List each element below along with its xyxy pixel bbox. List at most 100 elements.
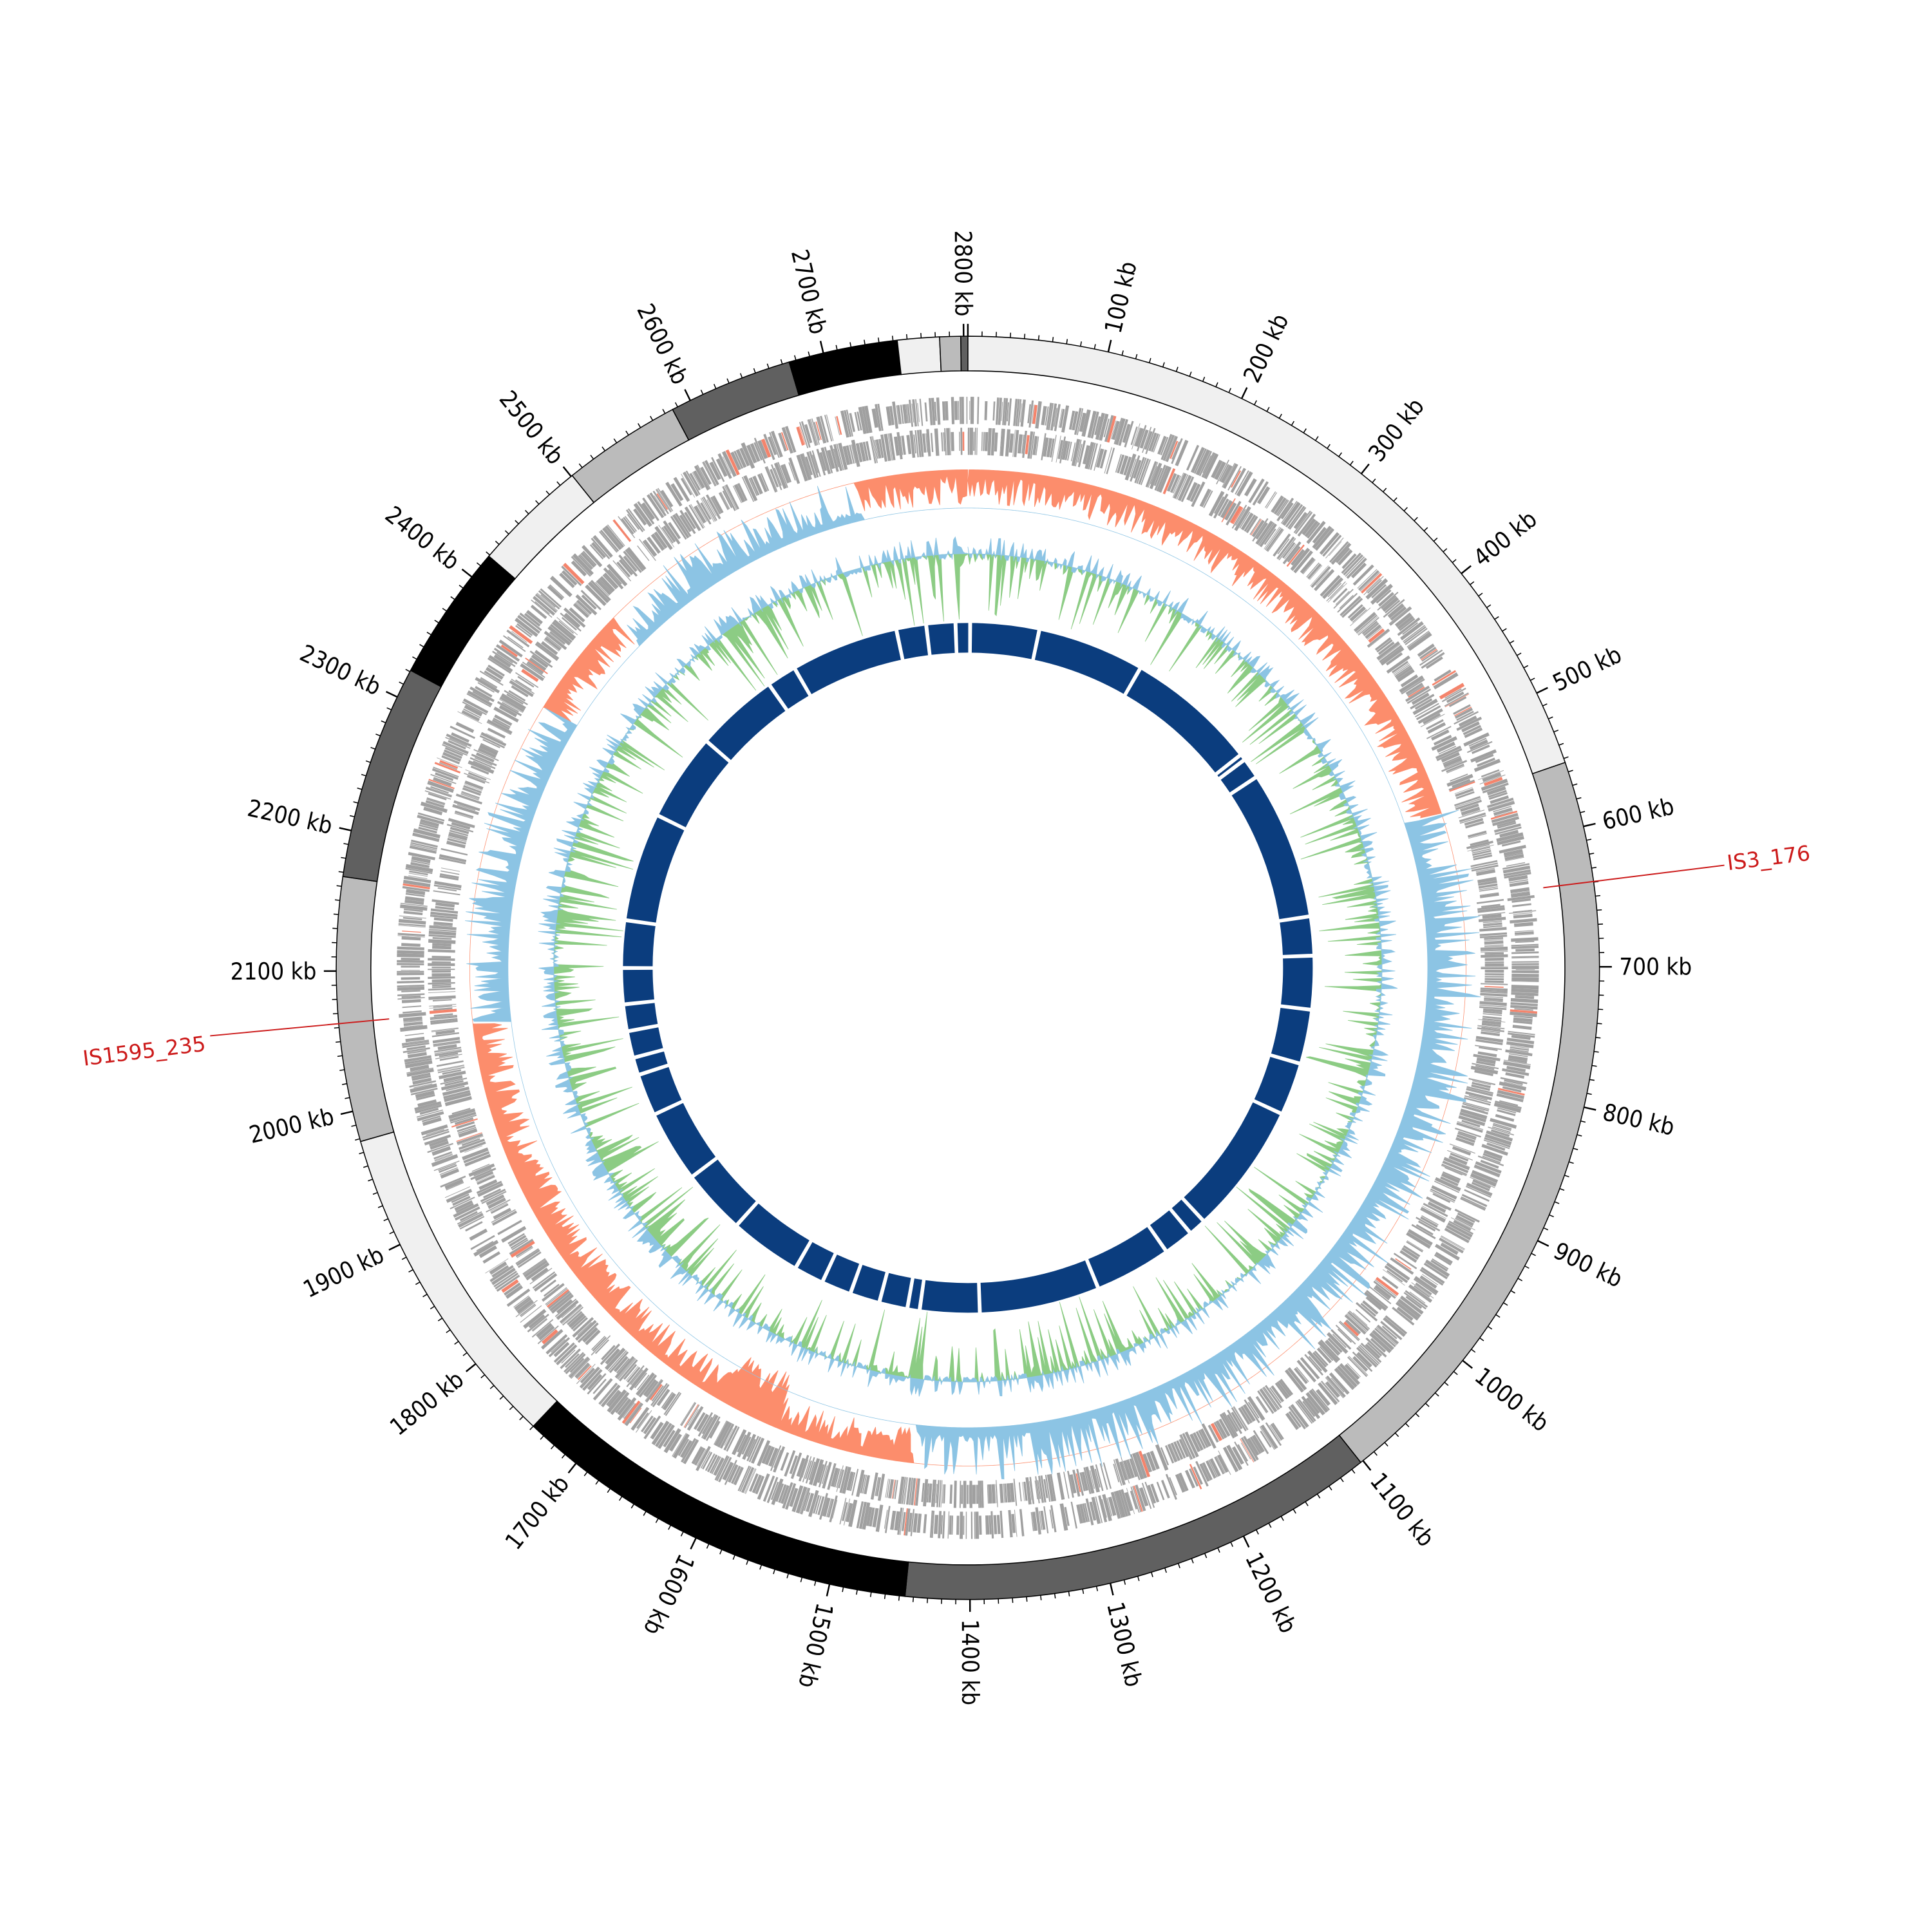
gene: [499, 699, 524, 714]
gene: [949, 1484, 953, 1504]
gene: [1511, 957, 1539, 959]
gene: [826, 450, 835, 469]
gene: [1019, 403, 1023, 422]
gene: [462, 787, 481, 796]
gene: [1239, 511, 1251, 529]
gene: [482, 1251, 500, 1264]
gene: [1021, 434, 1025, 454]
gene: [446, 1182, 464, 1191]
gene: [862, 1475, 867, 1494]
gene: [550, 576, 573, 598]
gene: [469, 1228, 488, 1241]
gene: [1510, 998, 1539, 1003]
gene: [513, 1295, 529, 1308]
synteny-block: [1231, 779, 1309, 920]
gene: [696, 500, 712, 525]
gene: [1434, 1254, 1452, 1266]
gene: [1401, 678, 1425, 694]
gene: [1134, 428, 1144, 448]
gene: [1104, 415, 1114, 442]
gene: [1352, 1351, 1373, 1372]
gene: [1393, 1253, 1417, 1269]
gene: [516, 1299, 534, 1314]
gene: [1433, 735, 1452, 746]
gene: [757, 1440, 771, 1466]
gene: [1345, 556, 1365, 577]
gene: [763, 433, 775, 460]
gene: [571, 1358, 591, 1379]
gene: [1448, 1155, 1468, 1166]
gene: [609, 1351, 629, 1374]
gene: [1173, 1441, 1184, 1460]
gene: [1008, 1510, 1013, 1538]
gene: [643, 1379, 657, 1396]
gene: [433, 921, 453, 926]
gene: [431, 985, 451, 989]
gene: [578, 554, 592, 571]
gene: [500, 644, 518, 658]
gene: [1004, 1483, 1008, 1503]
gene: [804, 456, 813, 475]
gene: [1245, 516, 1258, 533]
gene: [534, 650, 552, 664]
synteny-block: [909, 1278, 922, 1309]
gene: [1288, 1410, 1302, 1428]
gene: [553, 619, 576, 639]
gene: [1022, 1482, 1025, 1501]
gene: [717, 1422, 732, 1448]
gene: [1472, 848, 1491, 854]
gene: [1278, 1379, 1292, 1397]
gene: [1476, 898, 1504, 904]
tick-label: 500 kb: [1548, 640, 1625, 697]
gene: [1025, 1477, 1032, 1505]
gene: [934, 401, 937, 421]
gene: [1423, 713, 1441, 724]
minor-tick: [650, 415, 654, 421]
gene: [995, 397, 999, 425]
gene: [732, 486, 742, 504]
gene: [546, 1289, 569, 1308]
minor-tick: [1577, 1134, 1582, 1137]
gene: [1300, 1357, 1320, 1379]
gene: [475, 677, 500, 694]
minor-tick: [1204, 1553, 1208, 1558]
gene: [1478, 770, 1504, 781]
gene: [721, 451, 737, 477]
gene: [827, 1463, 837, 1490]
gene: [741, 477, 755, 502]
gene: [1221, 498, 1236, 523]
gene: [1049, 438, 1055, 458]
gene: [430, 786, 449, 794]
gene: [714, 1421, 730, 1446]
gene: [679, 515, 692, 533]
gene: [405, 864, 433, 873]
gene: [871, 436, 877, 464]
gene: [1269, 1425, 1281, 1442]
gene: [449, 737, 468, 746]
gene: [802, 1456, 812, 1482]
gene: [1461, 806, 1481, 816]
gene: [514, 1296, 531, 1310]
gene: [924, 402, 928, 422]
gene: [757, 1473, 770, 1500]
minor-tick: [1068, 1591, 1070, 1596]
gene: [1240, 512, 1254, 531]
gene: [454, 1200, 473, 1211]
gene: [618, 559, 634, 576]
gene: [969, 1481, 972, 1508]
gene: [1346, 558, 1367, 579]
gene: [506, 694, 524, 705]
gene: [428, 934, 456, 938]
gene: [1482, 1016, 1502, 1020]
gene: [798, 1455, 810, 1482]
gene: [450, 1197, 475, 1209]
gene: [1392, 661, 1409, 674]
gene: [1130, 426, 1138, 446]
gene: [549, 1292, 573, 1312]
gene: [1469, 739, 1488, 750]
gene: [1208, 491, 1225, 517]
gene: [1070, 1501, 1077, 1529]
ideogram-band: [336, 876, 395, 1142]
gene: [889, 433, 896, 460]
gene: [1134, 457, 1145, 484]
